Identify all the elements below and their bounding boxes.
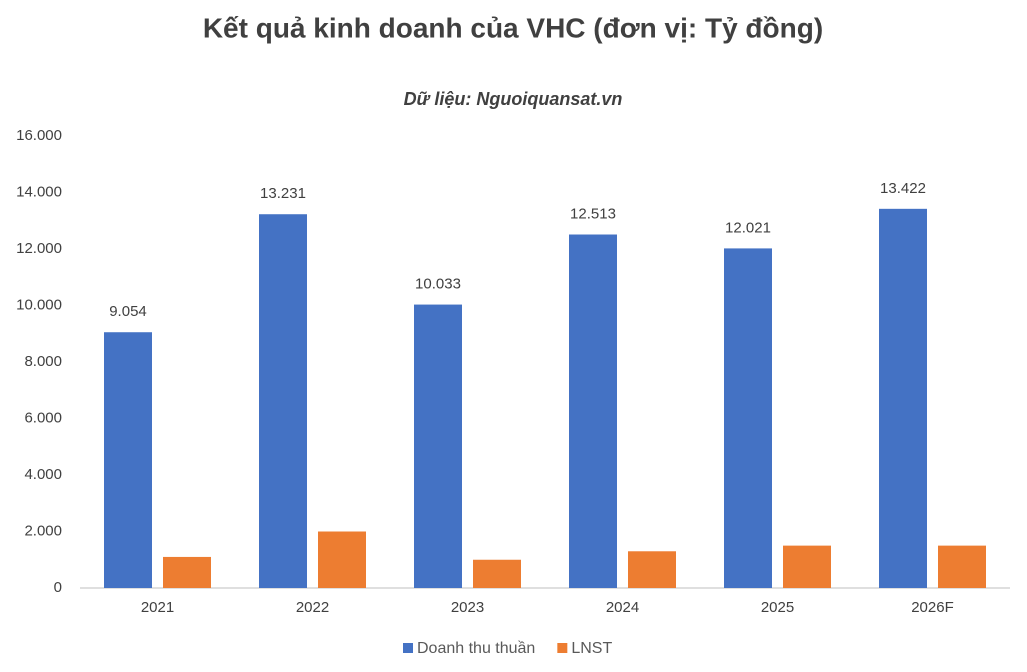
y-tick-label: 8.000 (24, 353, 62, 370)
value-label: 12.513 (570, 205, 616, 222)
bar (163, 556, 211, 588)
x-tick-label: 2026F (911, 599, 954, 616)
x-tick-label: 2025 (761, 599, 794, 616)
value-label: 9.054 (109, 303, 147, 320)
legend-label: LNST (571, 640, 612, 657)
x-tick-label: 2023 (451, 599, 484, 616)
y-tick-label: 16.000 (16, 127, 62, 144)
x-tick-label: 2021 (141, 599, 174, 616)
y-tick-label: 10.000 (16, 296, 62, 313)
value-label: 10.033 (415, 276, 461, 293)
bar (724, 248, 772, 589)
bar (783, 545, 831, 588)
bar (414, 304, 462, 588)
bar (473, 559, 521, 588)
y-tick-label: 0 (54, 579, 62, 596)
legend-label: Doanh thu thuần (417, 640, 535, 657)
y-tick-label: 2.000 (24, 522, 62, 539)
bar (879, 208, 927, 589)
y-tick-label: 6.000 (24, 409, 62, 426)
bar (104, 332, 152, 588)
x-tick-label: 2022 (296, 599, 329, 616)
legend-swatch (403, 643, 413, 653)
value-label: 12.021 (725, 219, 771, 236)
y-tick-label: 14.000 (16, 183, 62, 200)
y-tick-label: 4.000 (24, 466, 62, 483)
x-tick-label: 2024 (606, 599, 639, 616)
bar (318, 531, 366, 588)
y-tick-label: 12.000 (16, 240, 62, 257)
value-label: 13.422 (880, 180, 926, 197)
bar (938, 545, 986, 588)
value-label: 13.231 (260, 185, 306, 202)
chart-subtitle: Dữ liệu: Nguoiquansat.vn (404, 89, 623, 109)
bar (628, 551, 676, 588)
legend-swatch (557, 643, 568, 653)
bar (259, 214, 307, 588)
chart-title: Kết quả kinh doanh của VHC (đơn vị: Tỷ đ… (203, 12, 823, 43)
bar (569, 234, 617, 588)
